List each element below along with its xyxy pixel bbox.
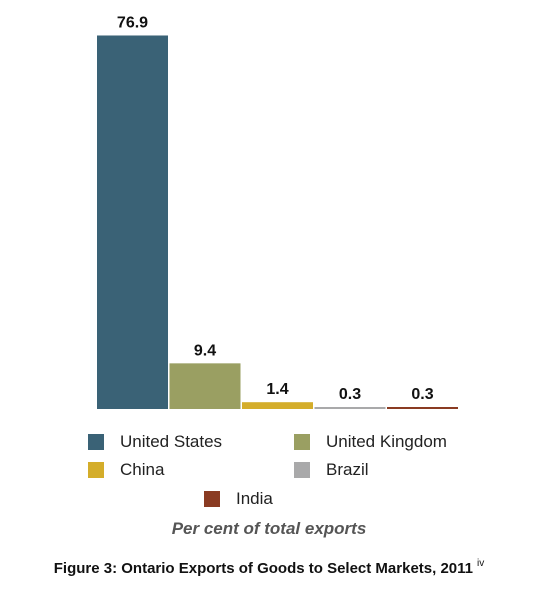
bar-united-states bbox=[97, 35, 168, 409]
value-label-brazil: 0.3 bbox=[339, 386, 361, 403]
bar-united-kingdom bbox=[169, 363, 241, 409]
value-label-united-states: 76.9 bbox=[117, 14, 148, 31]
value-label-china: 1.4 bbox=[266, 381, 288, 398]
figure-title: Figure 3: Ontario Exports of Goods to Se… bbox=[53, 560, 474, 577]
value-label-group: 76.9 9.4 1.4 0.3 0.3 bbox=[117, 14, 434, 403]
bar-india bbox=[387, 407, 458, 409]
figure-caption: Figure 3: Ontario Exports of Goods to Se… bbox=[0, 558, 538, 577]
bar-china bbox=[242, 402, 313, 409]
value-label-united-kingdom: 9.4 bbox=[194, 342, 216, 359]
x-axis-label: Per cent of total exports bbox=[171, 519, 367, 538]
value-label-india: 0.3 bbox=[411, 386, 433, 403]
bar-group bbox=[97, 35, 458, 409]
bar-brazil bbox=[314, 407, 386, 409]
figure-note: iv bbox=[477, 558, 485, 569]
